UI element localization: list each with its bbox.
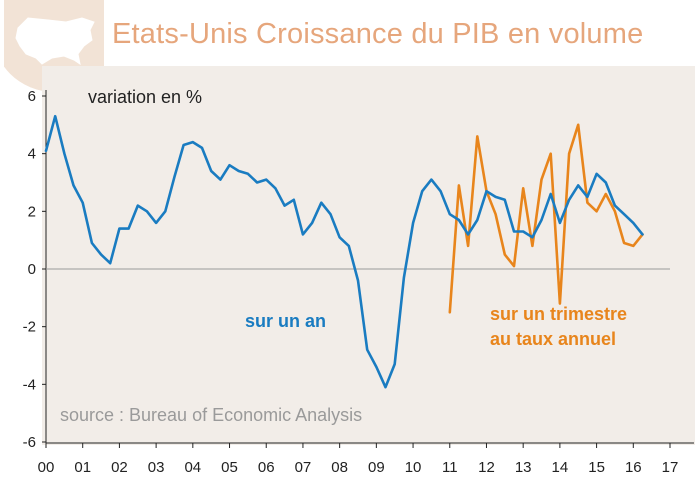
x-tick-label: 08 — [331, 459, 348, 476]
y-ticks: 6 4 2 0 -2 -4 -6 — [23, 88, 46, 451]
series-line-quarterly — [448, 123, 644, 314]
x-tick-label: 16 — [625, 459, 642, 476]
x-tick-label: 00 — [38, 459, 55, 476]
y-tick-label: 6 — [28, 88, 36, 105]
series-layer — [44, 114, 644, 389]
y-tick-label: -6 — [23, 434, 36, 451]
x-tick-label: 03 — [148, 459, 165, 476]
y-tick-label: 0 — [28, 261, 36, 278]
annotation-quarterly-line1: sur un trimestre — [490, 304, 627, 324]
page-title: Etats-Unis Croissance du PIB en volume — [112, 18, 644, 50]
x-tick-label: 10 — [405, 459, 422, 476]
x-tick-label: 05 — [221, 459, 238, 476]
x-ticks: 00 01 02 03 04 05 06 07 08 09 10 11 12 13 14 15 16 17 — [38, 443, 679, 476]
y-tick-label: -2 — [23, 319, 36, 336]
y-tick-label: -4 — [23, 376, 36, 393]
x-tick-label: 12 — [478, 459, 495, 476]
source-note: source : Bureau of Economic Analysis — [60, 405, 362, 425]
x-tick-label: 09 — [368, 459, 385, 476]
annotation-yearly: sur un an — [245, 311, 326, 331]
plot-area — [42, 66, 695, 445]
x-tick-label: 04 — [184, 459, 201, 476]
x-tick-label: 15 — [588, 459, 605, 476]
x-tick-label: 14 — [552, 459, 569, 476]
axes — [45, 90, 694, 444]
x-tick-label: 13 — [515, 459, 532, 476]
y-tick-label: 2 — [28, 203, 36, 220]
x-tick-label: 17 — [662, 459, 679, 476]
y-tick-label: 4 — [28, 146, 36, 163]
annotation-quarterly-line2: au taux annuel — [490, 329, 616, 349]
x-tick-label: 01 — [74, 459, 91, 476]
x-tick-label: 06 — [258, 459, 275, 476]
x-tick-label: 07 — [295, 459, 312, 476]
x-tick-label: 02 — [111, 459, 128, 476]
y-axis-label: variation en % — [88, 87, 202, 107]
series-line-yearly — [44, 114, 644, 389]
x-tick-label: 11 — [442, 459, 458, 476]
